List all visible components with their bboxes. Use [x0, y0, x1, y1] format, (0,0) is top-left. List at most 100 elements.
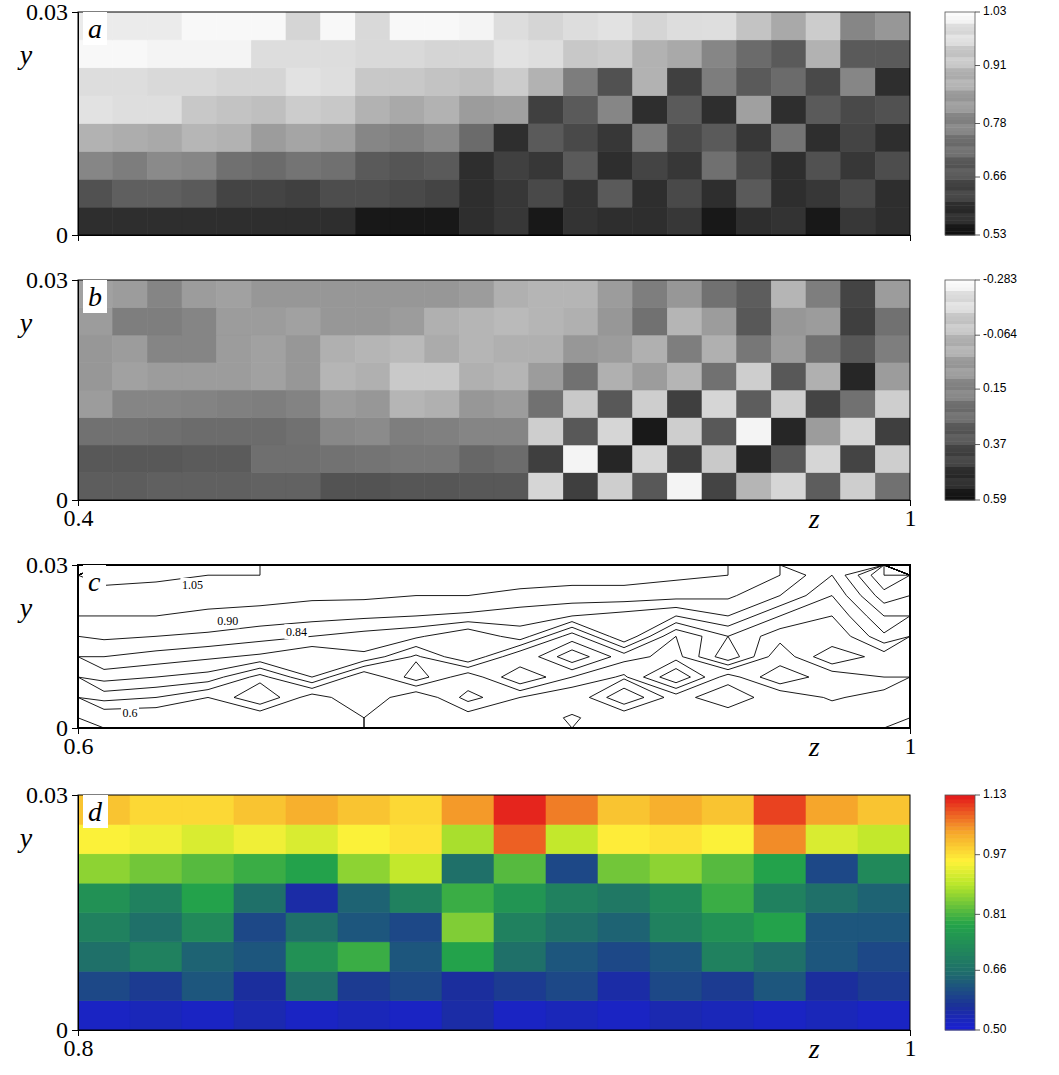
heatmap-cell [771, 390, 806, 418]
tick-label: 1 [905, 733, 917, 759]
heatmap-cell [286, 124, 321, 152]
heatmap-cell [598, 418, 633, 446]
tick: 0.6 [64, 728, 94, 759]
heatmap-cell [390, 151, 425, 179]
heatmap-cell [182, 96, 217, 124]
heatmap-cell [633, 308, 668, 336]
heatmap-cell [321, 418, 356, 446]
heatmap-cell [182, 942, 234, 971]
tick: 0 [56, 222, 78, 248]
colorbar-swatch [945, 877, 975, 881]
heatmap-cell [529, 12, 564, 40]
annotation: 0.84 [284, 624, 308, 639]
heatmap-cell [286, 473, 321, 501]
colorbar-swatch [945, 932, 975, 936]
heatmap-cell [425, 151, 460, 179]
heatmap-cell [858, 942, 910, 971]
heatmap-cell [702, 40, 737, 68]
heatmap-cell [702, 280, 737, 308]
colorbar-swatch [945, 228, 975, 232]
heatmap-cell [113, 390, 148, 418]
colorbar-swatch [945, 190, 975, 194]
heatmap-cell [321, 124, 356, 152]
heatmap-cell [147, 68, 182, 96]
heatmap-cell [546, 795, 598, 824]
tick-mark [72, 12, 78, 13]
heatmap-cell [633, 363, 668, 391]
heatmap-cell [702, 68, 737, 96]
heatmap-cell [286, 151, 321, 179]
heatmap-cell [182, 445, 217, 473]
heatmap-cell [355, 207, 390, 235]
colorbar-tick [975, 280, 980, 281]
heatmap-cell [563, 473, 598, 501]
heatmap-cell [182, 795, 234, 824]
heatmap-cell [286, 418, 321, 446]
heatmap-cell [563, 418, 598, 446]
heatmap-cell [442, 795, 494, 824]
colorbar-swatch [945, 838, 975, 842]
colorbar-swatch [945, 324, 975, 328]
colorbar-swatch [945, 881, 975, 885]
colorbar-swatch [945, 342, 975, 346]
heatmap-cell [546, 1001, 598, 1030]
heatmap-cell [598, 824, 650, 853]
heatmap-cell [633, 124, 668, 152]
heatmap-cell [286, 913, 338, 942]
heatmap-cell [806, 308, 841, 336]
heatmap-cell [217, 390, 252, 418]
annotation-background [284, 624, 308, 639]
heatmap-cell [667, 12, 702, 40]
heatmap-cell [217, 473, 252, 501]
colorbar-swatch [945, 131, 975, 135]
heatmap-cell [459, 308, 494, 336]
heatmap-cell [182, 913, 234, 942]
heatmap-cell [875, 308, 910, 336]
heatmap-cell [217, 179, 252, 207]
heatmap-cell [113, 445, 148, 473]
heatmap-cell [633, 445, 668, 473]
heatmap-cell [390, 96, 425, 124]
colorbar-swatch [945, 901, 975, 905]
plot-area [78, 280, 910, 500]
heatmap-cell [737, 390, 772, 418]
heatmap-cell [841, 335, 876, 363]
heatmap-cell [425, 207, 460, 235]
x-axis-title: z [808, 731, 820, 762]
heatmap-cell [217, 40, 252, 68]
colorbar-swatch [945, 287, 975, 291]
heatmap-cell [754, 1001, 806, 1030]
heatmap-cell [875, 207, 910, 235]
heatmap-cell [130, 795, 182, 824]
colorbar-swatch [945, 467, 975, 471]
heatmap-cell [338, 883, 390, 912]
colorbar-swatch [945, 803, 975, 807]
heatmap-cell [702, 151, 737, 179]
heatmap-cell [251, 308, 286, 336]
colorbar-tick-label: 0.91 [983, 58, 1007, 72]
colorbar-swatch [945, 213, 975, 217]
colorbar-swatch [945, 862, 975, 866]
heatmap-cell [737, 335, 772, 363]
heatmap-cell [737, 473, 772, 501]
heatmap-cell [633, 96, 668, 124]
heatmap-cell [875, 473, 910, 501]
colorbar-swatch [945, 361, 975, 365]
heatmap-cell [113, 124, 148, 152]
colorbar-swatch [945, 975, 975, 979]
heatmap-cell [494, 795, 546, 824]
heatmap-cell [425, 280, 460, 308]
heatmap-cell [251, 96, 286, 124]
contour-line [78, 565, 910, 728]
heatmap-cell [182, 418, 217, 446]
heatmap-cell [633, 207, 668, 235]
colorbar-swatch [945, 893, 975, 897]
heatmap-cell [633, 151, 668, 179]
heatmap-cell [130, 883, 182, 912]
heatmap-cell [494, 473, 529, 501]
colorbar-tick [975, 1030, 980, 1031]
heatmap-cell [702, 390, 737, 418]
heatmap-cell [598, 971, 650, 1000]
heatmap-cell [494, 418, 529, 446]
heatmap-cell [598, 124, 633, 152]
